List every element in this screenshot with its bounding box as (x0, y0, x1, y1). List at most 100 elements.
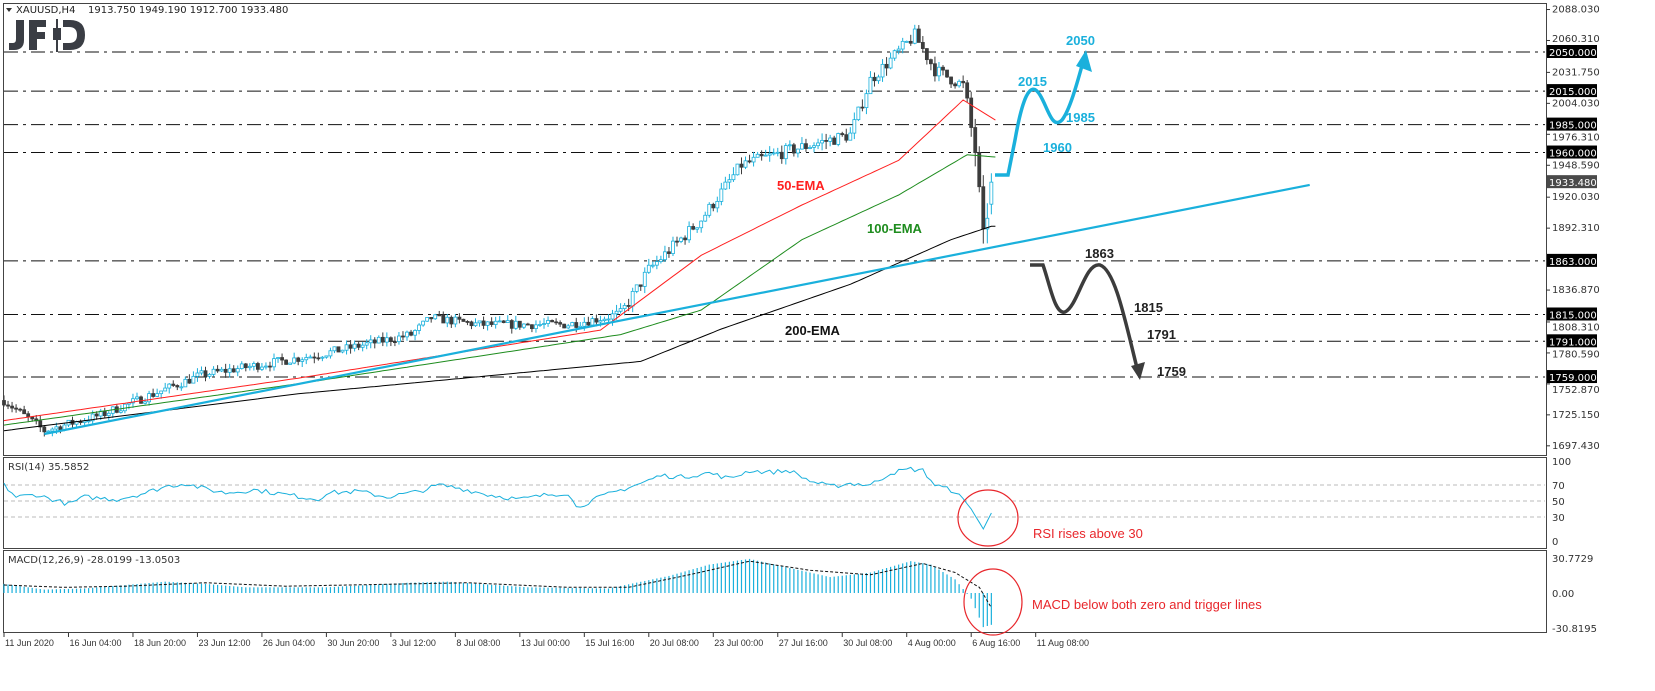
bull-candle (247, 365, 252, 369)
bull-candle (731, 174, 736, 181)
bull-candle (191, 375, 196, 384)
macd-panel (3, 550, 1547, 633)
bull-candle (900, 40, 905, 50)
bear-candle (562, 323, 567, 329)
bear-candle (151, 393, 156, 397)
macd-tick-label: -30.8195 (1552, 624, 1597, 635)
bearish-projection-path (1030, 263, 1139, 369)
bull-candle (743, 160, 748, 168)
bear-candle (215, 368, 220, 372)
bull-candle (957, 80, 962, 87)
collapse-triangle-icon[interactable] (6, 8, 12, 12)
bull-candle (687, 226, 691, 241)
rsi-annotation-circle (957, 489, 1019, 547)
bull-candle (90, 413, 95, 422)
projection-label-1815: 1815 (1134, 300, 1163, 315)
bear-candle (469, 321, 474, 327)
projection-label-1791: 1791 (1147, 327, 1176, 342)
level-price-label: 1960.000 (1549, 149, 1597, 160)
bull-candle (937, 66, 941, 77)
bear-candle (102, 410, 107, 417)
bear-candle (94, 413, 99, 417)
bear-candle (779, 151, 784, 160)
bear-candle (268, 365, 272, 368)
bear-candle (550, 320, 554, 323)
price-tick-label: 1808.310 (1552, 322, 1600, 333)
bull-candle (46, 430, 51, 433)
macd-annotation: MACD below both zero and trigger lines (1032, 597, 1262, 612)
bear-candle (316, 357, 321, 360)
bearish-arrow-head (1131, 362, 1145, 380)
bull-candle (239, 363, 244, 369)
bull-candle (360, 344, 365, 348)
level-price-label: 1759.000 (1549, 373, 1597, 384)
bull-candle (493, 320, 498, 325)
bull-candle (328, 350, 333, 357)
rsi-line (3, 466, 992, 531)
bull-candle (566, 325, 571, 329)
rsi-tick-label: 70 (1552, 481, 1565, 492)
bear-candle (203, 370, 208, 377)
bull-candle (219, 368, 224, 372)
bear-candle (171, 383, 176, 386)
bull-candle (699, 220, 704, 229)
bull-candle (695, 227, 700, 230)
bull-candle (912, 28, 917, 44)
bull-candle (542, 323, 546, 325)
bull-candle (251, 363, 256, 367)
bear-candle (449, 316, 454, 325)
bear-candle (626, 305, 631, 307)
bull-candle (179, 386, 184, 389)
rsi-tick-label: 30 (1552, 513, 1565, 524)
bull-candle (663, 251, 667, 261)
bullish-projection-path (995, 61, 1085, 177)
bull-candle (183, 378, 188, 388)
bull-candle (735, 163, 740, 176)
price-tick-label: 1920.030 (1552, 192, 1600, 203)
macd-label: MACD(12,26,9) -28.0199 -13.0503 (8, 555, 180, 566)
bull-candle (332, 346, 337, 352)
level-price-label: 1863.000 (1549, 257, 1597, 268)
time-tick-label: 20 Jul 08:00 (650, 638, 699, 648)
bull-candle (421, 320, 426, 326)
bull-candle (167, 383, 172, 389)
bear-candle (929, 59, 933, 65)
bull-candle (264, 365, 268, 368)
bull-candle (163, 387, 168, 392)
bear-candle (667, 251, 671, 254)
bear-candle (280, 357, 284, 361)
price-tick-label: 1725.150 (1552, 410, 1600, 421)
bear-candle (429, 317, 434, 320)
bear-candle (973, 127, 978, 154)
level-price-label: 1791.000 (1549, 337, 1597, 348)
bull-candle (775, 151, 780, 154)
bear-candle (312, 356, 317, 359)
bear-candle (38, 420, 43, 428)
bear-candle (30, 416, 35, 420)
bear-candle (380, 336, 385, 343)
bull-candle (836, 133, 841, 145)
macd-tick-label: 0.00 (1552, 589, 1574, 600)
bull-candle (147, 393, 151, 403)
bull-candle (477, 320, 482, 324)
bull-candle (143, 401, 147, 404)
bear-candle (759, 153, 764, 157)
bull-candle (344, 344, 349, 351)
bear-candle (6, 404, 10, 407)
price-tick-label: 1780.590 (1552, 349, 1600, 360)
bear-candle (441, 314, 446, 324)
bull-candle (320, 356, 325, 359)
bull-candle (292, 357, 297, 364)
bear-candle (953, 83, 957, 87)
ema200-line (3, 225, 996, 432)
bull-candle (227, 368, 232, 373)
rsi-tick-label: 100 (1552, 457, 1571, 468)
bull-candle (308, 356, 313, 359)
bull-candle (634, 284, 639, 292)
time-tick-label: 23 Jul 00:00 (714, 638, 763, 648)
bull-candle (892, 50, 897, 59)
bull-candle (848, 132, 853, 141)
rsi-tick-label: 0 (1552, 537, 1558, 548)
bull-candle (155, 393, 160, 397)
bull-candle (622, 305, 627, 310)
